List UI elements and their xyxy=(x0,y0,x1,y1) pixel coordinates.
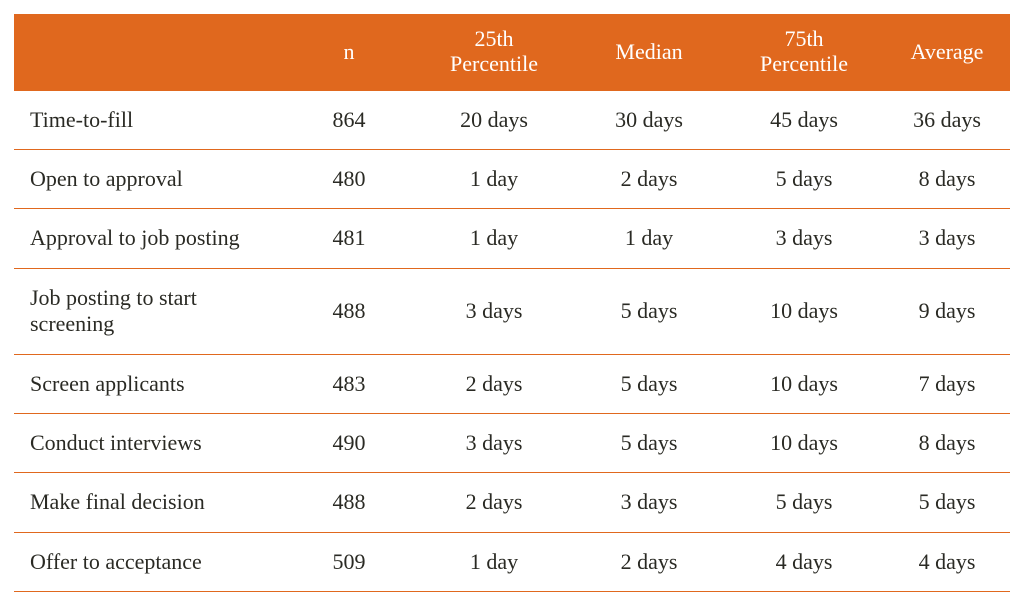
cell-label: Job posting to start screening xyxy=(14,268,284,354)
cell-average: 8 days xyxy=(884,149,1010,208)
cell-p25: 20 days xyxy=(414,91,574,150)
cell-n: 481 xyxy=(284,209,414,268)
cell-n: 488 xyxy=(284,473,414,532)
cell-median: 1 day xyxy=(574,209,724,268)
cell-label: Screen applicants xyxy=(14,354,284,413)
col-header-n: n xyxy=(284,14,414,91)
cell-p25: 3 days xyxy=(414,413,574,472)
cell-n: 488 xyxy=(284,268,414,354)
cell-median: 2 days xyxy=(574,532,724,591)
col-header-p25: 25thPercentile xyxy=(414,14,574,91)
table-row: Offer to acceptance 509 1 day 2 days 4 d… xyxy=(14,532,1010,591)
table-body: Time-to-fill 864 20 days 30 days 45 days… xyxy=(14,91,1010,592)
cell-median: 5 days xyxy=(574,268,724,354)
cell-p25: 2 days xyxy=(414,473,574,532)
table-row: Screen applicants 483 2 days 5 days 10 d… xyxy=(14,354,1010,413)
cell-label: Time-to-fill xyxy=(14,91,284,150)
cell-median: 2 days xyxy=(574,149,724,208)
table-row: Approval to job posting 481 1 day 1 day … xyxy=(14,209,1010,268)
cell-n: 864 xyxy=(284,91,414,150)
cell-p75: 5 days xyxy=(724,149,884,208)
cell-median: 5 days xyxy=(574,354,724,413)
cell-p75: 45 days xyxy=(724,91,884,150)
cell-p25: 1 day xyxy=(414,209,574,268)
cell-p25: 1 day xyxy=(414,149,574,208)
cell-p75: 10 days xyxy=(724,268,884,354)
metrics-table: n 25thPercentile Median 75thPercentile A… xyxy=(14,14,1010,592)
cell-n: 509 xyxy=(284,532,414,591)
cell-n: 480 xyxy=(284,149,414,208)
col-header-average: Average xyxy=(884,14,1010,91)
cell-average: 7 days xyxy=(884,354,1010,413)
cell-label: Make final decision xyxy=(14,473,284,532)
cell-average: 3 days xyxy=(884,209,1010,268)
col-header-label xyxy=(14,14,284,91)
cell-n: 483 xyxy=(284,354,414,413)
cell-label: Conduct interviews xyxy=(14,413,284,472)
table-row: Conduct interviews 490 3 days 5 days 10 … xyxy=(14,413,1010,472)
cell-average: 4 days xyxy=(884,532,1010,591)
cell-average: 8 days xyxy=(884,413,1010,472)
cell-median: 30 days xyxy=(574,91,724,150)
cell-p25: 3 days xyxy=(414,268,574,354)
cell-n: 490 xyxy=(284,413,414,472)
cell-median: 3 days xyxy=(574,473,724,532)
cell-label: Open to approval xyxy=(14,149,284,208)
col-header-p75: 75thPercentile xyxy=(724,14,884,91)
cell-p75: 5 days xyxy=(724,473,884,532)
cell-p75: 3 days xyxy=(724,209,884,268)
cell-average: 36 days xyxy=(884,91,1010,150)
table-row: Make final decision 488 2 days 3 days 5 … xyxy=(14,473,1010,532)
cell-p75: 4 days xyxy=(724,532,884,591)
cell-p25: 1 day xyxy=(414,532,574,591)
table-row: Time-to-fill 864 20 days 30 days 45 days… xyxy=(14,91,1010,150)
cell-p25: 2 days xyxy=(414,354,574,413)
cell-average: 9 days xyxy=(884,268,1010,354)
col-header-median: Median xyxy=(574,14,724,91)
cell-label: Approval to job posting xyxy=(14,209,284,268)
table-row: Open to approval 480 1 day 2 days 5 days… xyxy=(14,149,1010,208)
cell-p75: 10 days xyxy=(724,354,884,413)
cell-average: 5 days xyxy=(884,473,1010,532)
cell-p75: 10 days xyxy=(724,413,884,472)
table-header: n 25thPercentile Median 75thPercentile A… xyxy=(14,14,1010,91)
cell-median: 5 days xyxy=(574,413,724,472)
table-row: Job posting to start screening 488 3 day… xyxy=(14,268,1010,354)
cell-label: Offer to acceptance xyxy=(14,532,284,591)
